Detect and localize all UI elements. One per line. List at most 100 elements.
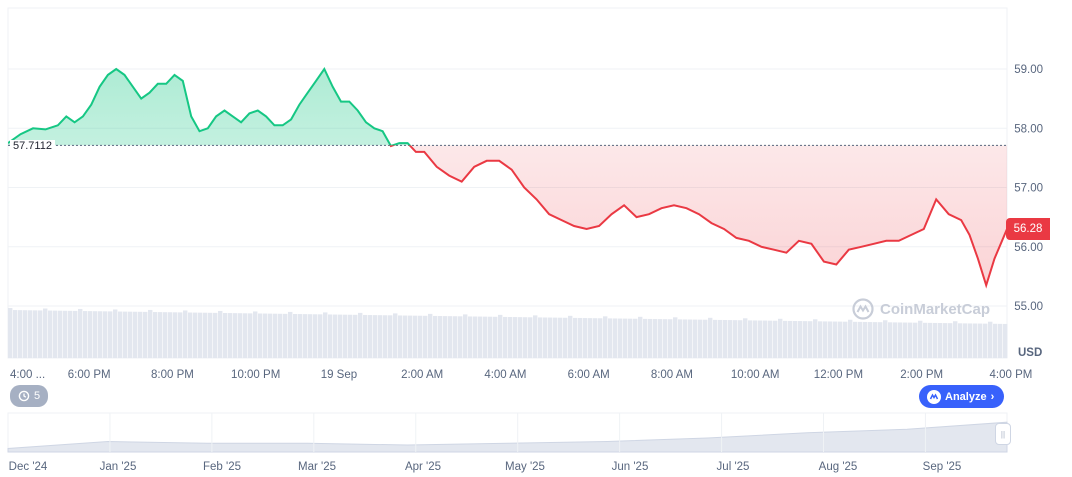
volume-bar (703, 319, 708, 358)
volume-bar (633, 318, 638, 358)
volume-bar (393, 313, 398, 358)
volume-bar (988, 321, 993, 358)
analyze-button[interactable]: Analyze › (919, 385, 1005, 408)
volume-bar (198, 312, 203, 358)
volume-bar (923, 322, 928, 358)
volume-bar (38, 310, 43, 358)
volume-bar (483, 316, 488, 358)
volume-bar (753, 320, 758, 358)
volume-bar (23, 310, 28, 358)
watermark-text: CoinMarketCap (880, 300, 991, 318)
volume-bar (263, 313, 268, 358)
volume-bar (723, 320, 728, 358)
price-line-up (8, 67, 412, 146)
volume-bar (73, 310, 78, 358)
volume-bar (448, 316, 453, 358)
volume-bar (408, 315, 413, 358)
volume-bar (413, 315, 418, 358)
volume-bar (433, 315, 438, 358)
navigator-handle[interactable]: || (995, 423, 1011, 445)
volume-bar (908, 322, 913, 358)
volume-bar (53, 310, 58, 358)
volume-bar (418, 315, 423, 358)
volume-bar (403, 315, 408, 358)
volume-bar (538, 317, 543, 358)
volume-bar (68, 310, 73, 358)
volume-bar (688, 319, 693, 358)
volume-bar (423, 315, 428, 358)
volume-bar (643, 318, 648, 358)
volume-bar (598, 318, 603, 358)
history-badge[interactable]: 5 (10, 385, 49, 407)
volume-bar (948, 323, 953, 358)
baseline-price-label: 57.7112 (10, 140, 55, 152)
volume-bar (238, 313, 243, 358)
volume-bar (278, 313, 283, 358)
volume-bar (203, 312, 208, 358)
volume-bar (323, 312, 328, 358)
volume-bar (333, 314, 338, 358)
x-tick-label: 2:00 AM (401, 369, 443, 381)
navigator[interactable] (7, 412, 1008, 453)
volume-bar (258, 313, 263, 358)
volume-bar (668, 319, 673, 358)
x-tick-label: 4:00 PM (990, 369, 1033, 381)
volume-bar (58, 310, 63, 358)
volume-bar (938, 323, 943, 358)
volume-bar (543, 317, 548, 358)
volume-bar (493, 316, 498, 358)
volume-bar (838, 321, 843, 358)
watermark: CoinMarketCap (852, 298, 990, 320)
volume-bar (808, 321, 813, 358)
volume-bar (303, 314, 308, 358)
volume-bar (848, 319, 853, 358)
volume-bars (8, 308, 1008, 358)
volume-bar (373, 315, 378, 358)
volume-bar (498, 314, 503, 358)
volume-bar (973, 323, 978, 358)
history-count: 5 (34, 390, 41, 402)
volume-bar (428, 313, 433, 358)
volume-bar (883, 320, 888, 358)
volume-bar (133, 311, 138, 358)
x-tick-label: 19 Sep (321, 369, 357, 381)
volume-bar (268, 313, 273, 358)
volume-bar (63, 310, 68, 358)
volume-bar (468, 316, 473, 358)
volume-bar (793, 320, 798, 358)
volume-bar (533, 315, 538, 358)
volume-bar (738, 320, 743, 358)
volume-bar (843, 321, 848, 358)
volume-bar (713, 319, 718, 358)
volume-bar (273, 313, 278, 358)
volume-bar (153, 312, 158, 358)
volume-bar (773, 320, 778, 358)
volume-bar (983, 323, 988, 358)
volume-bar (228, 313, 233, 358)
navigator-tick-label: Sep '25 (923, 461, 962, 473)
area-fill-up (8, 69, 1007, 146)
volume-bar (778, 318, 783, 358)
volume-bar (1003, 323, 1008, 358)
x-tick-label: 8:00 PM (151, 369, 194, 381)
analyze-label: Analyze (945, 390, 987, 403)
volume-bar (903, 322, 908, 358)
volume-bar (518, 317, 523, 358)
history-icon (18, 390, 30, 402)
x-tick-label: 2:00 PM (900, 369, 943, 381)
volume-bar (478, 316, 483, 358)
volume-bar (573, 317, 578, 358)
volume-bar (868, 322, 873, 358)
volume-bar (283, 313, 288, 358)
volume-bar (933, 322, 938, 358)
volume-bar (913, 322, 918, 358)
area-fill (8, 69, 1007, 286)
volume-bar (18, 310, 23, 358)
volume-bar (678, 319, 683, 358)
volume-bar (958, 323, 963, 358)
volume-bar (213, 312, 218, 358)
y-tick-label: 59.00 (1014, 64, 1043, 76)
volume-bar (163, 312, 168, 358)
volume-bar (183, 310, 188, 358)
cmc-logo-icon (927, 389, 941, 404)
